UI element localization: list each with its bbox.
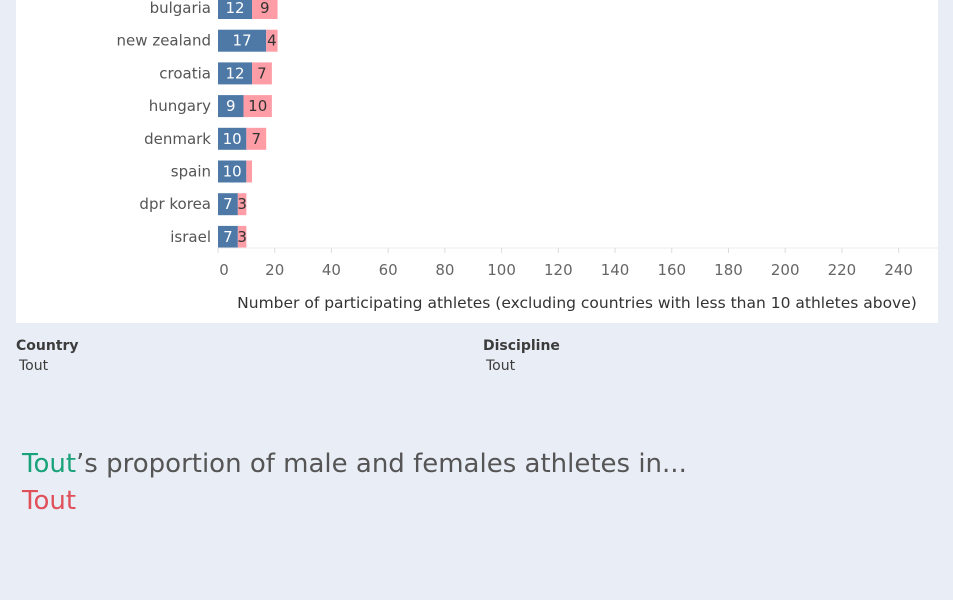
- bar-segment-series-1: [218, 225, 238, 248]
- x-tick-label: 20: [265, 261, 284, 279]
- x-tick-label: 40: [322, 261, 341, 279]
- x-tick-label: 200: [771, 261, 800, 279]
- chart-panel: bulgaria 12 9 new zealand 17 4 croatia 12 7 hunga…: [16, 0, 938, 323]
- country-filter-value[interactable]: Tout: [19, 358, 49, 374]
- bar-value-label: 7: [223, 195, 233, 213]
- country-filter[interactable]: Country Tout: [16, 338, 79, 374]
- bar-value-label: 10: [223, 130, 242, 148]
- bar-value-label: 9: [226, 97, 236, 115]
- x-tick-label: 160: [657, 261, 686, 279]
- category-label: dpr korea: [139, 195, 211, 213]
- bar-segment-series-1: [218, 0, 253, 19]
- x-axis-title: Number of participating athletes (exclud…: [237, 294, 917, 312]
- discipline-filter[interactable]: Discipline Tout: [483, 338, 560, 374]
- bar-segment-series-2: [246, 160, 253, 183]
- headline-line-1: Tout’s proportion of male and females at…: [22, 446, 687, 483]
- category-label: denmark: [144, 130, 211, 148]
- bar-segment-series-2: [237, 225, 247, 248]
- bar-value-label: 7: [257, 64, 267, 82]
- category-label: new zealand: [117, 32, 211, 50]
- bar-segment-series-2: [252, 0, 278, 19]
- bar-segment-series-1: [218, 160, 247, 183]
- bar-segment-series-2: [252, 62, 272, 85]
- bar-segment-series-2: [266, 29, 278, 52]
- bar-segment-series-2: [246, 127, 267, 150]
- bar-segment-series-1: [218, 95, 244, 118]
- bar-value-label: 9: [260, 0, 270, 17]
- bar-value-label: 17: [233, 32, 252, 50]
- bar-value-label: 10: [223, 163, 242, 181]
- x-tick-label: 60: [379, 261, 398, 279]
- bar-segment-series-2: [243, 95, 272, 118]
- category-label: israel: [170, 228, 211, 246]
- headline-discipline: Tout: [22, 486, 77, 516]
- discipline-filter-label: Discipline: [483, 338, 560, 354]
- bar-segment-series-1: [218, 62, 253, 85]
- discipline-filter-value[interactable]: Tout: [486, 358, 516, 374]
- bar-value-label: 3: [237, 228, 247, 246]
- bar-value-label: 3: [237, 195, 247, 213]
- headline: Tout’s proportion of male and females at…: [22, 446, 687, 520]
- bar-segment-series-1: [218, 193, 238, 216]
- x-tick-label: 100: [487, 261, 516, 279]
- bar-value-label: 10: [248, 97, 267, 115]
- bar-value-label: 4: [267, 32, 277, 50]
- headline-text: ’s proportion of male and females athlet…: [76, 449, 687, 479]
- x-tick-label: 220: [828, 261, 857, 279]
- x-tick-label: 140: [601, 261, 630, 279]
- x-tick-label: 0: [219, 261, 229, 279]
- category-label: croatia: [159, 64, 211, 82]
- bar-value-label: 12: [225, 64, 244, 82]
- x-tick-label: 240: [884, 261, 913, 279]
- country-filter-label: Country: [16, 338, 79, 354]
- x-tick-label: 120: [544, 261, 573, 279]
- category-label: spain: [171, 163, 211, 181]
- category-label: bulgaria: [150, 0, 211, 17]
- x-tick-label: 180: [714, 261, 743, 279]
- stacked-bar-chart: bulgaria 12 9 new zealand 17 4 croatia 12 7 hunga…: [117, 0, 938, 312]
- category-label: hungary: [149, 97, 211, 115]
- bar-value-label: 7: [252, 130, 262, 148]
- bar-segment-series-1: [218, 29, 267, 52]
- bar-segment-series-1: [218, 127, 247, 150]
- headline-line-2: Tout: [22, 483, 687, 520]
- bar-value-label: 7: [223, 228, 233, 246]
- bar-segment-series-2: [237, 193, 247, 216]
- headline-country: Tout: [22, 449, 77, 479]
- x-tick-label: 80: [435, 261, 454, 279]
- bar-value-label: 12: [225, 0, 244, 17]
